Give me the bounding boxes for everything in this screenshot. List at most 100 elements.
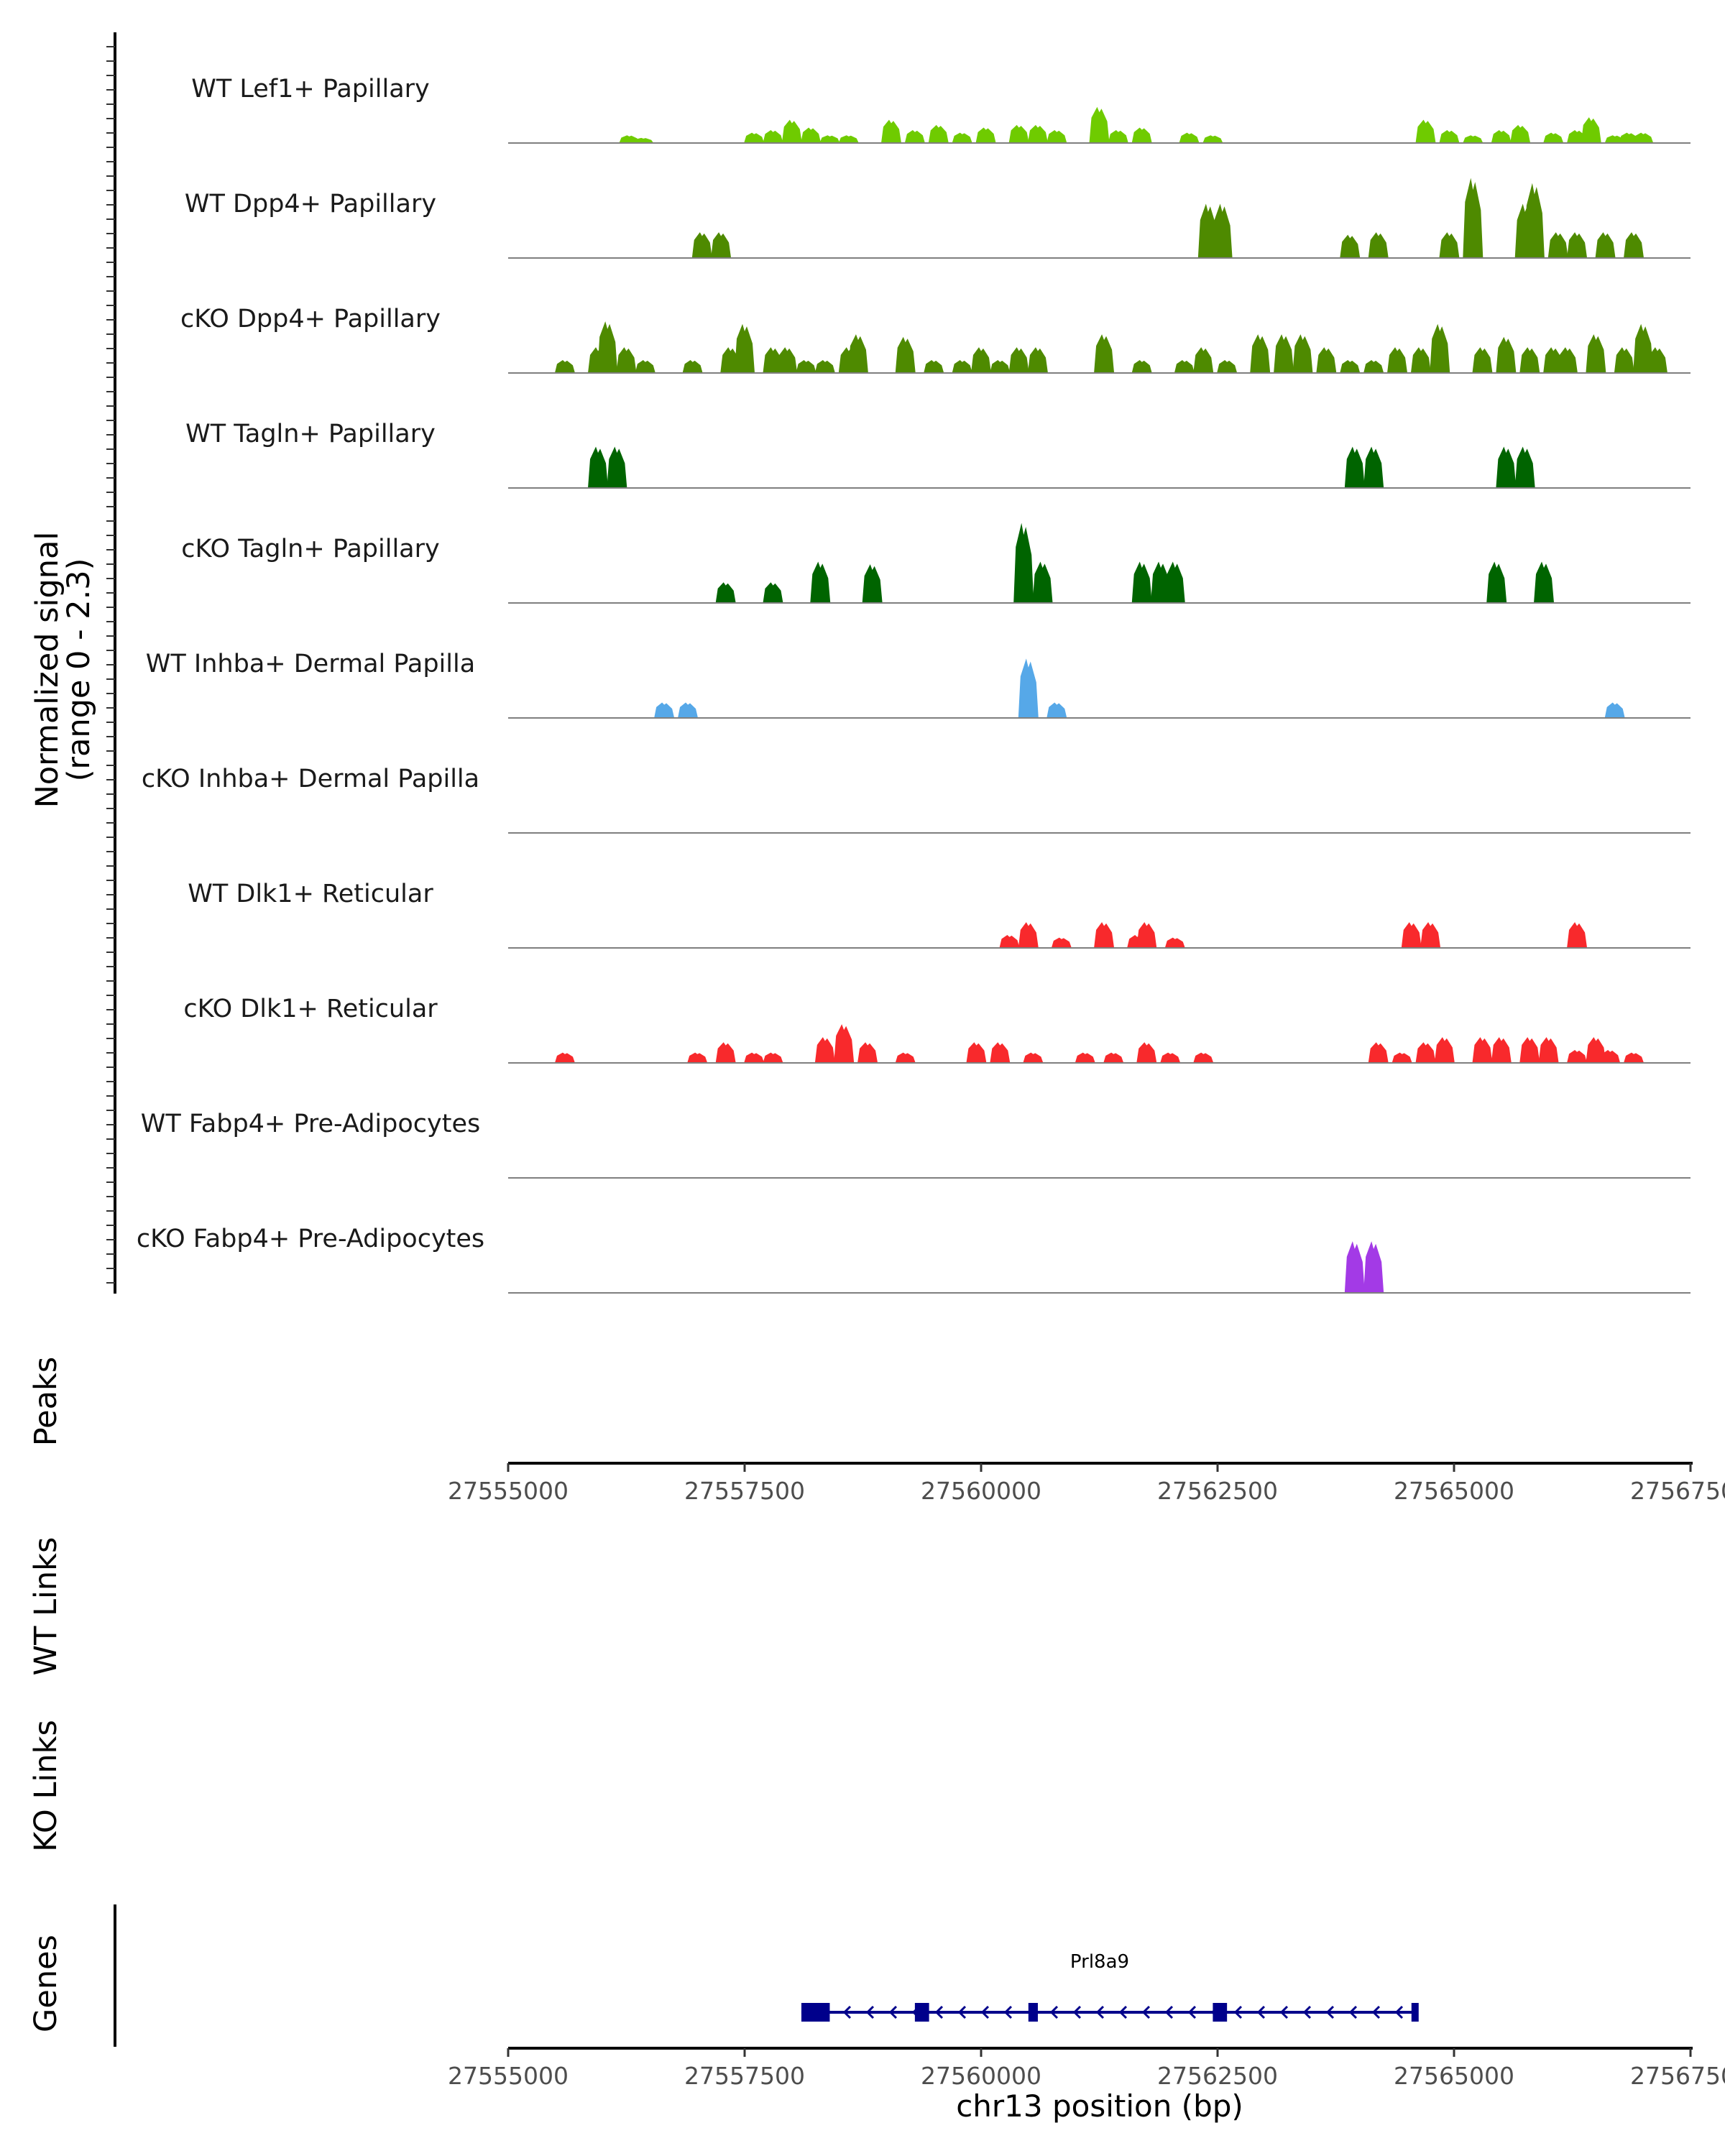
signal-peak xyxy=(763,130,783,143)
signal-peak xyxy=(1392,1052,1412,1063)
signal-peak xyxy=(1027,124,1048,143)
signal-peak xyxy=(1510,124,1531,143)
signal-peak xyxy=(711,232,732,258)
signal-peak xyxy=(1472,347,1493,373)
axis-titles: Normalized signal (range 0 - 2.3) Peaks … xyxy=(28,532,1243,2124)
signal-peak xyxy=(1174,360,1195,373)
signal-peak xyxy=(1430,323,1450,373)
signal-peak xyxy=(1496,336,1517,373)
signal-peak xyxy=(1595,232,1616,258)
signal-peak xyxy=(1344,446,1365,488)
signal-peak xyxy=(616,347,637,373)
x-tick-label: 27555000 xyxy=(448,1477,569,1505)
x-tick-label: 27560000 xyxy=(921,1477,1041,1505)
gene-exon xyxy=(1411,2003,1419,2022)
signal-peak xyxy=(1415,1042,1436,1063)
signal-peak xyxy=(1217,360,1238,373)
signal-peak xyxy=(895,1052,916,1063)
signal-peak xyxy=(1046,702,1067,718)
signal-peak xyxy=(1410,347,1431,373)
strand-arrow xyxy=(888,2005,898,2019)
y-axis-title: Normalized signal xyxy=(29,532,65,808)
signal-peak xyxy=(777,347,798,373)
signal-peak xyxy=(952,132,972,143)
signal-peak xyxy=(744,1052,765,1063)
track-0: WT Lef1+ Papillary xyxy=(191,75,1690,144)
strand-arrow xyxy=(1164,2005,1174,2019)
strand-arrow xyxy=(1233,2005,1243,2019)
signal-peak xyxy=(1023,1052,1044,1063)
strand-arrow xyxy=(934,2005,944,2019)
signal-peak xyxy=(654,702,675,718)
x-tick-label: 27562500 xyxy=(1157,2062,1278,2090)
genes-panel-label: Genes xyxy=(28,1935,64,2032)
x-tick-label: 27565000 xyxy=(1394,2062,1514,2090)
signal-peak xyxy=(1567,232,1588,258)
signal-peak xyxy=(687,1052,708,1063)
gene-name-label: Prl8a9 xyxy=(1070,1951,1129,1973)
track-7: WT Dlk1+ Reticular xyxy=(188,880,1690,949)
x-tick-label: 27567500 xyxy=(1630,2062,1725,2090)
signal-peak xyxy=(1008,124,1029,143)
strand-arrow xyxy=(1371,2005,1381,2019)
x-axis-x_ticks: 27555000 27557500 27560000 27562500 27565000… xyxy=(448,1462,1725,1505)
signal-peak xyxy=(1008,347,1029,373)
signal-peak xyxy=(1600,1050,1621,1063)
signal-peak xyxy=(796,360,816,373)
signal-peak xyxy=(691,232,712,258)
signal-peak xyxy=(1557,347,1578,373)
x-tick-label: 27562500 xyxy=(1157,1477,1278,1505)
strand-arrow xyxy=(1141,2005,1151,2019)
signal-peak xyxy=(1463,178,1484,258)
signal-peak xyxy=(1250,334,1271,373)
signal-peak xyxy=(1136,1042,1157,1063)
signal-peak xyxy=(819,135,840,143)
signal-peak xyxy=(1514,446,1535,488)
x-tick-label: 27567500 xyxy=(1630,1477,1725,1505)
axes: 27555000 27557500 27560000 27562500 27565000… xyxy=(106,32,1725,2090)
track-label: cKO Dlk1+ Reticular xyxy=(183,995,438,1023)
x-tick-label: 27557500 xyxy=(684,1477,805,1505)
signal-peak xyxy=(1316,347,1337,373)
signal-peak xyxy=(952,360,972,373)
signal-peak xyxy=(857,1042,878,1063)
signal-peak xyxy=(619,135,640,143)
y-axis-subtitle: (range 0 - 2.3) xyxy=(61,558,97,782)
strand-arrow xyxy=(1256,2005,1266,2019)
track-label: cKO Dpp4+ Papillary xyxy=(180,305,441,333)
signal-peak xyxy=(814,1037,835,1063)
signal-peak xyxy=(1094,334,1115,373)
track-label: WT Dpp4+ Papillary xyxy=(185,190,436,218)
signal-peak xyxy=(1340,234,1361,258)
signal-peak xyxy=(1547,232,1568,258)
strand-arrow xyxy=(1118,2005,1128,2019)
signal-peak xyxy=(1387,347,1408,373)
signal-peak xyxy=(1103,1052,1124,1063)
signal-peak xyxy=(1212,203,1233,258)
gene-exon xyxy=(1028,2003,1038,2022)
strand-arrow xyxy=(865,2005,875,2019)
signal-peak xyxy=(1018,658,1039,718)
signal-peak xyxy=(1292,334,1313,373)
signal-peak xyxy=(1463,135,1484,143)
signal-peak xyxy=(1604,702,1625,718)
track-5: WT Inhba+ Dermal Papilla xyxy=(146,650,1690,719)
signal-peak xyxy=(1491,1037,1512,1063)
x-tick-label: 27557500 xyxy=(684,2062,805,2090)
signal-peak xyxy=(990,1042,1011,1063)
track-3: WT Tagln+ Papillary xyxy=(185,420,1690,489)
signal-peak xyxy=(928,124,949,143)
track-label: WT Lef1+ Papillary xyxy=(191,75,430,103)
signal-peak xyxy=(633,137,654,143)
track-label: WT Dlk1+ Reticular xyxy=(188,880,433,908)
x-axis-title: chr13 position (bp) xyxy=(956,2088,1243,2124)
strand-arrow xyxy=(1003,2005,1013,2019)
signal-peak xyxy=(1586,334,1606,373)
ko-links-panel-label: KO Links xyxy=(28,1720,64,1852)
track-label: cKO Fabp4+ Pre-Adipocytes xyxy=(137,1225,484,1253)
strand-arrow xyxy=(957,2005,967,2019)
signal-peak xyxy=(1136,922,1157,948)
signal-peak xyxy=(1202,135,1223,143)
gene-exon xyxy=(914,2003,929,2022)
signal-peak xyxy=(1363,446,1384,488)
